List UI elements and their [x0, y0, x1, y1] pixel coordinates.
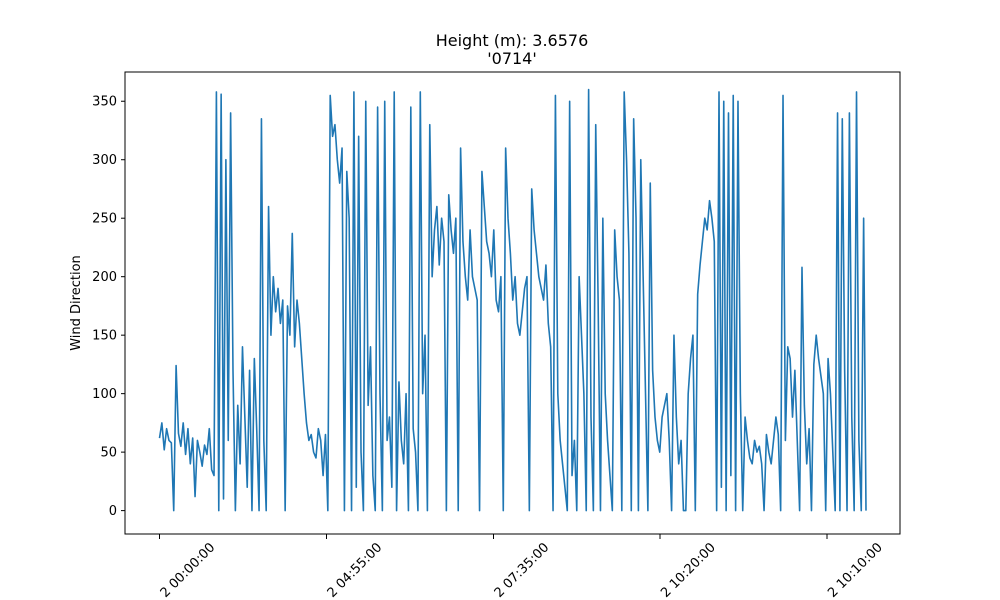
y-tick-label: 250 [92, 212, 117, 227]
y-tick-label: 0 [109, 504, 117, 519]
y-tick-label: 200 [92, 270, 117, 285]
x-axis: 2 00:00:00 2 04:55:00 2 07:35:00 2 10:20:00… [158, 534, 886, 600]
y-tick-label: 100 [92, 387, 117, 402]
x-tick-label: 2 07:35:00 [492, 540, 553, 600]
y-tick-label: 300 [92, 153, 117, 168]
chart-title: Height (m): 3.6576 [436, 31, 589, 50]
y-tick-label: 50 [100, 446, 117, 461]
x-tick-label: 2 04:55:00 [325, 540, 386, 600]
y-tick-label: 150 [92, 329, 117, 344]
axes-frame [124, 71, 901, 535]
y-axis-label: Wind Direction [69, 255, 84, 351]
chart-subtitle: '0714' [487, 49, 537, 68]
x-tick-label: 2 00:00:00 [158, 540, 219, 600]
plot-area [158, 88, 867, 512]
y-tick-label: 350 [92, 95, 117, 110]
x-tick-label: 2 10:20:00 [658, 540, 719, 600]
wind-direction-series-line [158, 88, 867, 512]
y-axis: 0 50 100 150 200 250 300 350 [92, 95, 125, 519]
x-tick-label: 2 10:10:00 [825, 540, 886, 600]
